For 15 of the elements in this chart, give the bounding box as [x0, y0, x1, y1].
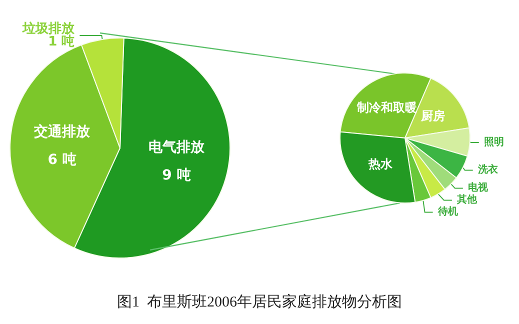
data-label: 6 吨 [48, 152, 76, 168]
slice-label: 电气排放 [148, 139, 206, 156]
slice-label: 垃圾排放 [22, 20, 76, 36]
slice-label: 电视 [468, 182, 489, 194]
slice-label: 洗衣 [476, 164, 499, 176]
data-label: 9 吨 [162, 167, 191, 184]
slice-label: 其他 [456, 194, 478, 206]
slice-label: 热水 [368, 156, 394, 171]
data-label: 1 吨 [48, 34, 75, 50]
slice-label: 厨房 [420, 109, 446, 124]
slice-label: 待机 [436, 206, 458, 218]
caption: 图1 布里斯班2006年居民家庭排放物分析图 [117, 294, 402, 310]
slice-label: 照明 [484, 136, 504, 148]
slice-label: 制冷和取暖 [356, 100, 417, 114]
slice-label: 交通排放 [33, 122, 92, 140]
